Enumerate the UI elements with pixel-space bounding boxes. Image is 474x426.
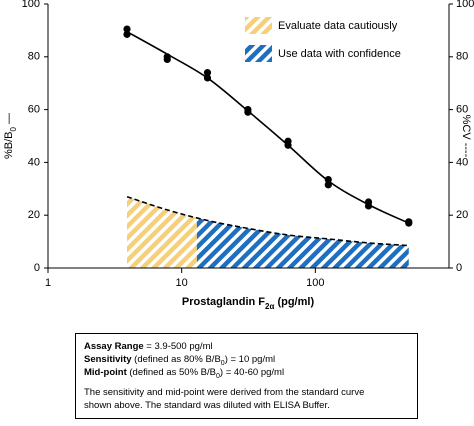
note-part: 0 (220, 359, 225, 367)
note-paragraph: The sensitivity and mid-point were deriv… (84, 387, 365, 398)
note-part: ) = 40-60 pg/ml (219, 367, 285, 378)
y-axis-label: %B/B0 — (3, 113, 18, 159)
y-axis-label-part: 0 (9, 127, 18, 132)
y-tick-label: 0 (34, 262, 40, 274)
spacer (84, 379, 409, 386)
data-point (203, 69, 212, 77)
region (196, 217, 409, 268)
notes-box: Assay Range = 3.9-500 pg/ml Sensitivity (… (75, 333, 418, 419)
y-axis-label-part: %B/B (3, 132, 15, 160)
chart: Evaluate data cautiously Use data with co… (3, 0, 474, 311)
y2-tick-label: 0 (456, 262, 462, 274)
note-paragraph: shown above. The standard was diluted wi… (84, 400, 330, 411)
x-axis-label-part: 2α (265, 302, 274, 311)
x-tick-label: 100 (306, 277, 324, 289)
note-line: Sensitivity (defined as 80% B/B0) = 10 p… (84, 353, 409, 367)
note-line: Assay Range = 3.9-500 pg/ml (84, 340, 409, 353)
region (127, 196, 197, 268)
note-part: Mid-point (84, 367, 127, 378)
y2-axis-label: %CV ---- (460, 115, 472, 158)
legend-label: Use data with confidence (278, 48, 401, 60)
y-tick-label: 60 (28, 104, 40, 116)
cv-line (126, 195, 409, 247)
legend-swatch (245, 17, 272, 34)
note-part: ) = 10 pg/ml (224, 354, 276, 365)
legend-label: Evaluate data cautiously (278, 20, 398, 32)
x-tick-label: 10 (176, 277, 188, 289)
y2-tick-label: 40 (456, 156, 468, 168)
y-axis-label-part: — (3, 113, 15, 127)
y2-tick-label: 100 (456, 0, 474, 10)
data-point (163, 55, 171, 64)
note-part: Assay Range (84, 341, 144, 352)
x-axis-label-part: Prostaglandin F (182, 296, 265, 308)
x-axis-label-part: (pg/ml) (274, 296, 314, 308)
y2-tick-label: 60 (456, 104, 468, 116)
y2-axis-label-part: %CV ---- (460, 115, 472, 158)
note-part: (defined as 50% B/B (126, 367, 216, 378)
legend-swatch (245, 45, 272, 62)
y-tick-label: 100 (22, 0, 40, 10)
note-part: 0 (215, 372, 220, 380)
y-tick-label: 40 (28, 156, 40, 168)
note-part: = 3.9-500 pg/ml (143, 341, 213, 352)
y2-tick-label: 80 (456, 51, 468, 63)
note-line: Mid-point (defined as 50% B/B0) = 40-60 … (84, 366, 409, 380)
y-tick-label: 80 (28, 51, 40, 63)
note-part: (defined as 80% B/B (131, 354, 221, 365)
y2-tick-label: 20 (456, 209, 468, 221)
x-axis-label: Prostaglandin F2α (pg/ml) (182, 296, 315, 311)
x-tick-label: 1 (45, 277, 51, 289)
data-point (123, 25, 131, 33)
note-part: Sensitivity (84, 354, 132, 365)
fit-line (126, 31, 410, 224)
y-tick-label: 20 (28, 209, 40, 221)
